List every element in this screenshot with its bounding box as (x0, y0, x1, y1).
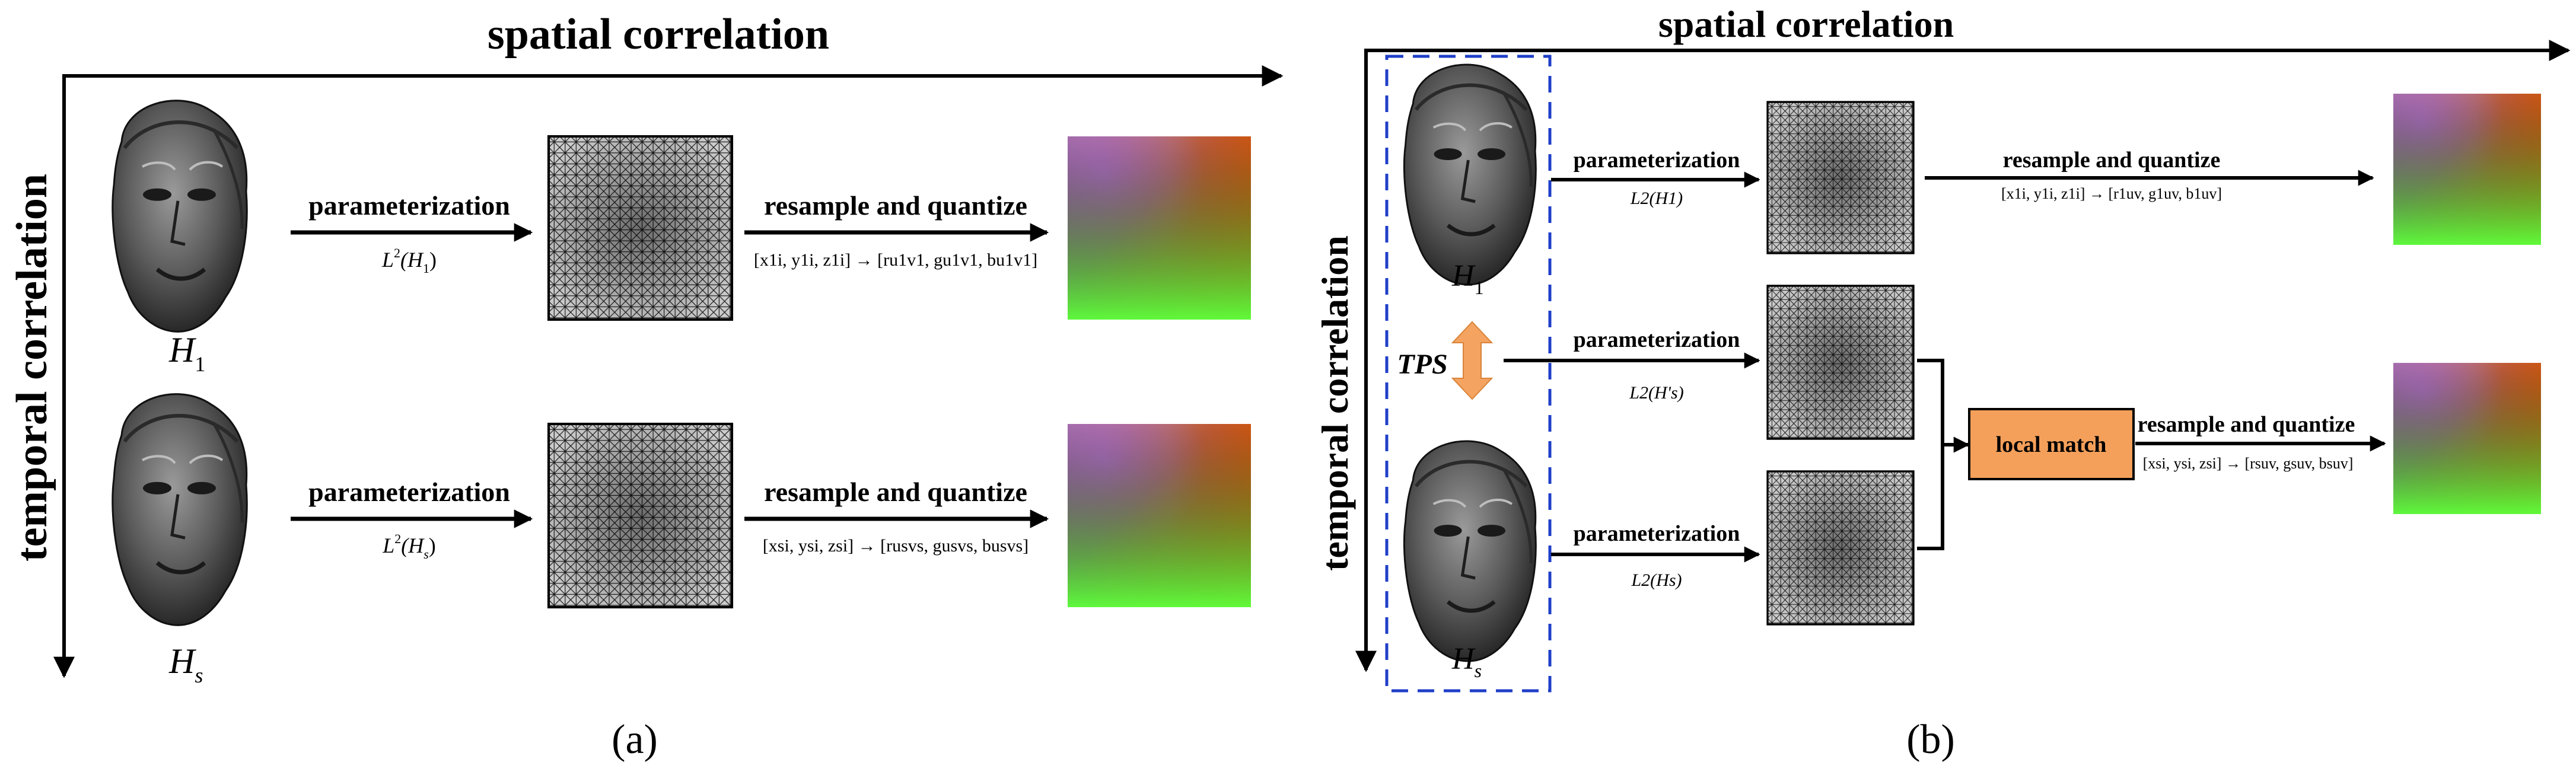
param-label-b1: parameterization (1574, 148, 1740, 173)
mesh-a1 (549, 136, 732, 320)
resample-label-b1: resample and quantize (2003, 148, 2221, 173)
face-hs-label-b: Hs (1451, 642, 1482, 681)
param-formula-b2: L2(H's) (1629, 383, 1683, 403)
panel-a: spatial correlation temporal correlation… (8, 10, 1284, 763)
face-hs-label-a: Hs (168, 642, 203, 687)
merge-bracket (1917, 359, 1968, 550)
spatial-label-b: spatial correlation (1658, 3, 1954, 45)
face-h1-a (113, 101, 247, 332)
face-h1-label-a: H1 (168, 330, 205, 376)
mesh-a2 (549, 424, 732, 607)
resample-formula-b1: [x1i, y1i, z1i] → [r1uv, g1uv, b1uv] (2001, 185, 2222, 202)
resample-formula-b2: [xsi, ysi, zsi] → [rsuv, gsuv, bsuv] (2143, 455, 2354, 472)
spatial-label-a: spatial correlation (488, 10, 829, 59)
local-match-box (1968, 408, 2135, 480)
param-formula-a2: L2(Hs) (382, 531, 436, 562)
resample-formula-a2: [xsi, ysi, zsi] → [rusvs, gusvs, busvs] (763, 536, 1029, 556)
temporal-label-a: temporal correlation (8, 174, 56, 562)
param-label-a1: parameterization (308, 190, 510, 221)
dashed-group-box (1385, 55, 1552, 693)
panel-b: spatial correlation temporal correlation… (1314, 3, 2571, 763)
face-hs-b (1404, 441, 1536, 661)
resample-label-a2: resample and quantize (764, 477, 1027, 507)
param-label-b2: parameterization (1574, 327, 1740, 352)
resample-label-a1: resample and quantize (764, 190, 1027, 221)
geometry-image-a1 (1068, 136, 1251, 320)
face-h1-b (1404, 65, 1536, 285)
geometry-image-a2 (1068, 424, 1251, 607)
caption-a: (a) (612, 717, 658, 763)
temporal-label-b: temporal correlation (1314, 235, 1356, 571)
param-formula-a1: L2(H1) (381, 245, 437, 276)
tps-double-arrow (1451, 321, 1494, 400)
face-hs-a (113, 394, 247, 626)
mesh-b1 (1766, 101, 1915, 254)
geometry-image-b1 (2393, 94, 2541, 245)
mesh-b2 (1766, 285, 1915, 440)
caption-b: (b) (1906, 717, 1955, 763)
resample-label-b2: resample and quantize (2138, 412, 2355, 437)
mesh-b3 (1766, 470, 1915, 626)
face-h1-label-b: H1 (1451, 259, 1484, 298)
geometry-image-b2 (2393, 363, 2541, 514)
local-match-label: local match (1996, 432, 2107, 457)
resample-formula-a1: [x1i, y1i, z1i] → [ru1v1, gu1v1, bu1v1] (754, 250, 1037, 270)
tps-label: TPS (1397, 349, 1447, 380)
param-label-b3: parameterization (1574, 521, 1740, 546)
param-formula-b1: L2(H1) (1630, 189, 1683, 208)
param-formula-b3: L2(Hs) (1631, 570, 1682, 590)
param-label-a2: parameterization (308, 477, 510, 507)
